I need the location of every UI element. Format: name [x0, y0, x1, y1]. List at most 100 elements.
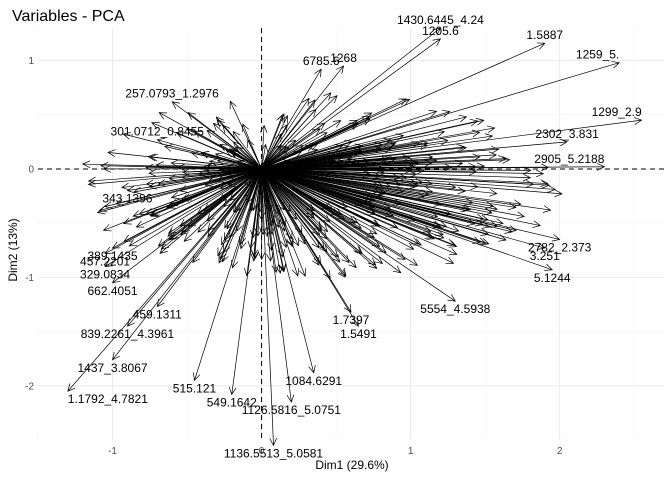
- loading-arrow: [261, 99, 411, 170]
- y-axis-ticks: -2 -1 0 1: [25, 56, 34, 392]
- loading-arrow: [180, 168, 262, 236]
- loading-arrow: [261, 168, 542, 228]
- loading-arrow: [261, 168, 331, 210]
- loading-arrow: [261, 168, 362, 254]
- loading-arrow: [261, 168, 441, 229]
- loading-arrow: [261, 92, 332, 170]
- loading-arrow: [261, 119, 359, 170]
- variable-label: 459.1311: [133, 308, 182, 322]
- variable-arrow: [261, 168, 561, 242]
- variable-label: 1126.5816_5.0751: [242, 403, 342, 417]
- loading-arrow: [232, 130, 262, 170]
- loading-arrow: [186, 128, 262, 170]
- loading-arrow: [261, 168, 307, 277]
- loading-arrow: [261, 168, 325, 250]
- loading-arrow: [261, 168, 525, 220]
- variable-arrow: [193, 168, 262, 382]
- variable-arrow: [126, 168, 262, 194]
- loading-arrow: [261, 168, 406, 260]
- variable-arrow: [261, 61, 621, 170]
- variable-label: 549.1642: [207, 395, 257, 409]
- x-tick-label: 0: [259, 446, 265, 457]
- loading-arrow: [261, 168, 436, 240]
- loading-arrow: [259, 124, 268, 169]
- loading-arrow: [261, 168, 434, 195]
- variable-arrow: [261, 168, 456, 302]
- variable-arrow: [104, 168, 262, 267]
- variable-label: 5554_4.5938: [420, 302, 490, 316]
- loading-arrow: [261, 168, 493, 216]
- loading-arrow: [261, 114, 284, 170]
- variable-arrow: [156, 137, 262, 170]
- loading-arrow: [168, 168, 262, 182]
- loading-arrow: [261, 168, 408, 182]
- loading-arrow: [250, 168, 262, 262]
- variable-label: 1.5887: [526, 28, 563, 42]
- loading-arrow: [212, 122, 262, 170]
- loading-arrow: [261, 153, 481, 170]
- x-tick-label: 1: [408, 446, 414, 457]
- variable-arrow: [171, 101, 262, 170]
- reference-lines: [38, 28, 664, 440]
- loading-arrow: [102, 165, 262, 173]
- loading-arrow: [98, 168, 262, 213]
- variable-label: 1084.6291: [285, 374, 342, 388]
- loading-arrow: [261, 97, 310, 170]
- variable-arrows: [67, 27, 643, 447]
- variable-label: 839.2261_4.3961: [81, 327, 175, 341]
- variable-labels: 1430.6445_4.24 257.0793_1.2976 301.0712_0.…: [68, 13, 642, 460]
- variable-arrow: [67, 168, 262, 392]
- y-tick-label: 1: [28, 56, 34, 67]
- loading-arrow: [260, 143, 269, 170]
- variable-arrow: [228, 168, 262, 396]
- loading-arrow: [242, 123, 262, 170]
- loading-arrow: [149, 168, 262, 217]
- variable-arrow: [261, 168, 546, 250]
- variable-arrow: [261, 27, 442, 170]
- loading-arrow: [222, 124, 262, 170]
- loading-arrow: [261, 109, 438, 170]
- variable-arrow: [261, 117, 643, 170]
- x-tick-label: 2: [557, 446, 563, 457]
- variable-label: 1430.6445_4.24: [397, 13, 484, 27]
- loading-arrow: [261, 168, 341, 263]
- variable-label: 257.0793_1.2976: [125, 87, 219, 101]
- variable-label: 3.251: [530, 249, 560, 263]
- variable-label: 515.121: [173, 381, 217, 395]
- variable-arrow: [261, 163, 606, 171]
- loading-arrow: [219, 168, 262, 260]
- y-axis-label: Dim2 (13%): [6, 218, 20, 281]
- variable-label: 1.7397: [333, 313, 370, 327]
- loading-arrow: [163, 144, 262, 170]
- x-axis-label: Dim1 (29.6%): [315, 458, 388, 472]
- variable-label: 1.5491: [340, 327, 377, 341]
- variable-label: 1.1792_4.7821: [68, 392, 148, 406]
- x-axis-ticks: -1 0 1 2: [108, 446, 563, 457]
- variable-label: 1205.6: [422, 24, 459, 38]
- loading-arrow: [261, 168, 391, 210]
- loading-arrow: [261, 168, 405, 195]
- variable-label: 5.1244: [534, 271, 571, 285]
- variable-label: 1259_5.: [576, 48, 619, 62]
- loading-arrow: [149, 153, 262, 170]
- loading-arrow: [261, 168, 329, 233]
- loading-arrow: [261, 168, 381, 227]
- variable-label: 2302_3.831: [535, 127, 599, 141]
- y-tick-label: -1: [25, 273, 34, 284]
- grid: [37, 28, 664, 441]
- loading-arrow: [261, 115, 288, 170]
- loading-arrow: [261, 168, 557, 193]
- variable-arrow: [104, 168, 262, 254]
- variable-arrow: [261, 168, 352, 313]
- y-tick-label: -2: [25, 381, 34, 392]
- variable-arrow: [261, 168, 295, 403]
- loading-arrow: [261, 133, 494, 170]
- variable-arrow: [112, 168, 262, 361]
- variable-label: 662.4051: [87, 284, 137, 298]
- loading-arrow: [170, 168, 262, 200]
- loading-arrow: [261, 168, 478, 176]
- variable-arrow: [261, 42, 546, 170]
- variable-arrow: [261, 168, 553, 272]
- loading-arrow: [221, 168, 262, 246]
- loading-arrow: [261, 168, 466, 195]
